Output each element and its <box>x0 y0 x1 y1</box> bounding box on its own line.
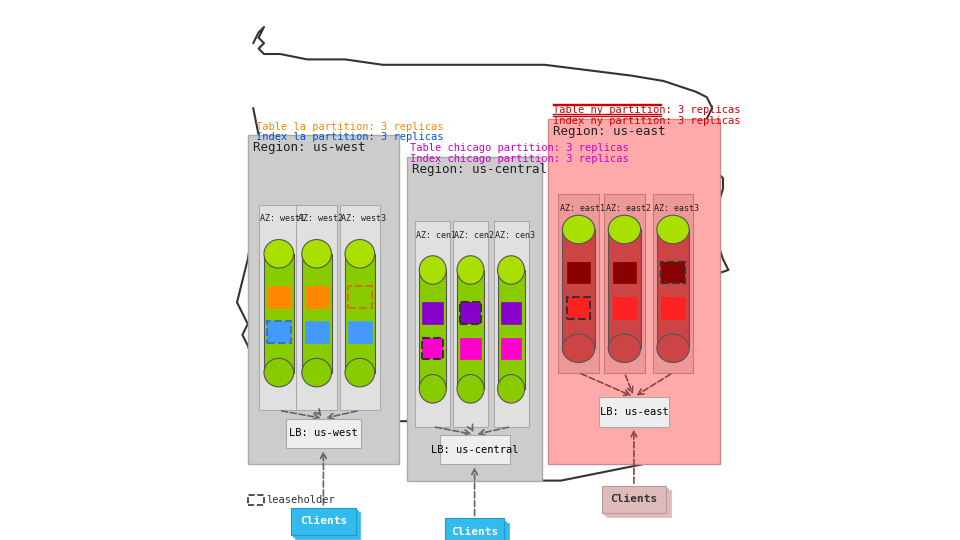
Ellipse shape <box>497 256 524 284</box>
FancyBboxPatch shape <box>599 397 669 427</box>
FancyBboxPatch shape <box>661 297 684 319</box>
FancyBboxPatch shape <box>296 512 360 539</box>
Text: AZ: west2: AZ: west2 <box>298 214 343 224</box>
Text: AZ: cen2: AZ: cen2 <box>454 231 494 240</box>
FancyBboxPatch shape <box>293 510 358 537</box>
Ellipse shape <box>264 240 294 268</box>
Ellipse shape <box>264 359 294 387</box>
Ellipse shape <box>657 215 689 244</box>
Text: Index la partition: 3 replicas: Index la partition: 3 replicas <box>256 132 444 143</box>
Ellipse shape <box>563 334 595 362</box>
Text: Region: us-east: Region: us-east <box>553 125 665 138</box>
Text: Table chicago partition: 3 replicas: Table chicago partition: 3 replicas <box>410 143 629 153</box>
FancyBboxPatch shape <box>612 262 636 284</box>
FancyBboxPatch shape <box>653 194 693 373</box>
FancyBboxPatch shape <box>449 523 509 540</box>
FancyBboxPatch shape <box>657 230 689 348</box>
Ellipse shape <box>563 215 595 244</box>
Text: LB: us-east: LB: us-east <box>600 407 668 417</box>
Ellipse shape <box>345 359 374 387</box>
FancyBboxPatch shape <box>286 418 361 448</box>
Ellipse shape <box>609 334 640 362</box>
Ellipse shape <box>609 215 640 244</box>
Ellipse shape <box>345 240 374 268</box>
Text: Region: us-west: Region: us-west <box>253 141 366 154</box>
FancyBboxPatch shape <box>566 262 590 284</box>
Text: AZ: west3: AZ: west3 <box>341 214 386 224</box>
Text: Index chicago partition: 3 replicas: Index chicago partition: 3 replicas <box>410 154 629 164</box>
FancyBboxPatch shape <box>264 254 294 373</box>
Text: AZ: east1: AZ: east1 <box>560 204 605 213</box>
FancyBboxPatch shape <box>440 435 510 464</box>
FancyBboxPatch shape <box>422 302 443 324</box>
FancyBboxPatch shape <box>258 205 300 410</box>
Text: Clients: Clients <box>451 527 498 537</box>
Text: AZ: west1: AZ: west1 <box>260 214 305 224</box>
FancyBboxPatch shape <box>297 205 337 410</box>
FancyBboxPatch shape <box>606 490 671 517</box>
FancyBboxPatch shape <box>348 321 372 343</box>
FancyBboxPatch shape <box>453 221 488 427</box>
FancyBboxPatch shape <box>291 508 356 535</box>
Text: LB: us-west: LB: us-west <box>289 428 358 438</box>
FancyBboxPatch shape <box>304 286 328 308</box>
Ellipse shape <box>301 359 331 387</box>
FancyBboxPatch shape <box>602 486 666 513</box>
FancyBboxPatch shape <box>497 270 524 389</box>
FancyBboxPatch shape <box>301 254 331 373</box>
Text: Table ny partition: 3 replicas: Table ny partition: 3 replicas <box>553 105 740 116</box>
Ellipse shape <box>457 375 484 403</box>
Text: AZ: east2: AZ: east2 <box>606 204 651 213</box>
Text: Clients: Clients <box>300 516 347 526</box>
FancyBboxPatch shape <box>563 230 595 348</box>
FancyBboxPatch shape <box>604 194 645 373</box>
Text: Table la partition: 3 replicas: Table la partition: 3 replicas <box>256 122 444 132</box>
Text: Index ny partition: 3 replicas: Index ny partition: 3 replicas <box>553 116 740 126</box>
Text: AZ: east3: AZ: east3 <box>655 204 700 213</box>
FancyBboxPatch shape <box>447 521 507 540</box>
FancyBboxPatch shape <box>457 270 484 389</box>
FancyBboxPatch shape <box>267 286 291 308</box>
FancyBboxPatch shape <box>304 321 328 343</box>
Ellipse shape <box>420 256 446 284</box>
FancyBboxPatch shape <box>566 297 590 319</box>
FancyBboxPatch shape <box>559 194 599 373</box>
FancyBboxPatch shape <box>604 488 668 515</box>
FancyBboxPatch shape <box>248 135 399 464</box>
FancyBboxPatch shape <box>460 302 481 324</box>
Text: AZ: cen1: AZ: cen1 <box>417 231 456 240</box>
Text: LB: us-central: LB: us-central <box>431 444 518 455</box>
Text: AZ: cen3: AZ: cen3 <box>494 231 535 240</box>
Ellipse shape <box>457 256 484 284</box>
FancyBboxPatch shape <box>340 205 380 410</box>
Text: Region: us-central: Region: us-central <box>413 163 547 176</box>
FancyBboxPatch shape <box>422 338 443 359</box>
FancyBboxPatch shape <box>407 157 542 481</box>
FancyBboxPatch shape <box>267 321 291 343</box>
FancyBboxPatch shape <box>547 119 720 464</box>
Text: leaseholder: leaseholder <box>267 495 335 505</box>
FancyBboxPatch shape <box>460 338 481 359</box>
Ellipse shape <box>497 375 524 403</box>
FancyBboxPatch shape <box>501 302 521 324</box>
FancyBboxPatch shape <box>493 221 529 427</box>
FancyBboxPatch shape <box>609 230 640 348</box>
FancyBboxPatch shape <box>420 270 446 389</box>
FancyBboxPatch shape <box>501 338 521 359</box>
Ellipse shape <box>657 334 689 362</box>
FancyBboxPatch shape <box>415 221 450 427</box>
Ellipse shape <box>301 240 331 268</box>
Text: Clients: Clients <box>611 495 658 504</box>
FancyBboxPatch shape <box>345 254 374 373</box>
FancyBboxPatch shape <box>612 297 636 319</box>
FancyBboxPatch shape <box>661 262 684 284</box>
Ellipse shape <box>420 375 446 403</box>
FancyBboxPatch shape <box>444 518 504 540</box>
